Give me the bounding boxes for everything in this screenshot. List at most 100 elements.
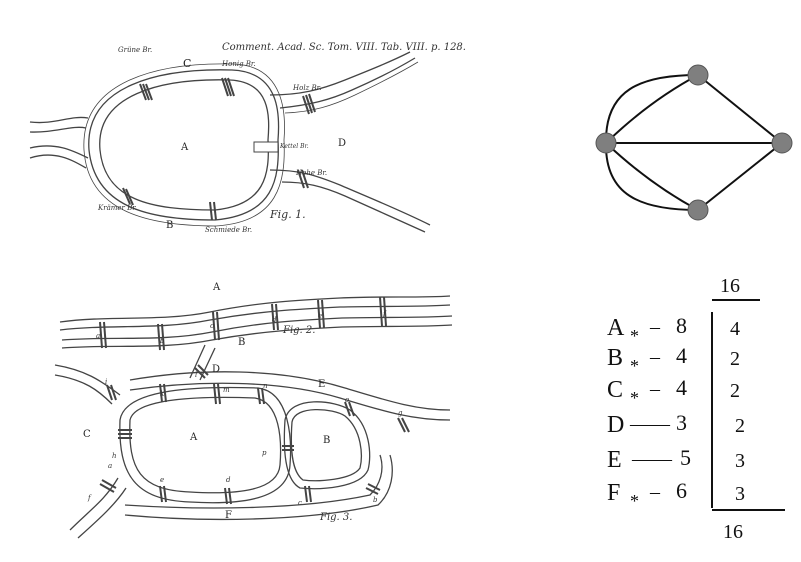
graph-node-top [687,64,709,86]
graph-node-bottom [687,199,709,221]
fig1-bridge-label-6: Kettel Br. [279,143,309,150]
fig1-bridge-label-2: Honig Br. [221,60,256,68]
fig1-bridge-label-5: Schmiede Br. [205,226,252,234]
fig2-region-a: A [212,282,221,293]
row-half: 2 [730,380,740,402]
fig3-bridge-o: o [345,396,349,404]
graph-edge-2 [605,74,699,144]
graph-edge-5 [604,142,699,211]
table-row: B * – 4 2 [607,343,740,376]
fig1-caption: Comment. Acad. Sc. Tom. VIII. Tab. VIII.… [222,42,466,53]
row-half: 2 [735,415,745,437]
fig2-bridge-b: b [160,337,165,345]
row-count: 8 [676,313,687,338]
row-half: 2 [730,348,740,370]
fig1-bridge-label-4: Krämer Br. [97,204,137,212]
graph-node-left [595,132,617,154]
graph-node-right [771,132,793,154]
graph-diagram [604,74,783,211]
fig3-bridge-e: e [160,476,164,484]
table-row: A * – 8 4 [607,313,740,346]
row-dash: —— [631,448,673,470]
fig3-bridge-g: g [398,409,403,417]
fig1-region-c: C [183,57,191,70]
fig3-region-b-top: B [238,337,245,348]
fig2-bridge-c: c [210,322,214,330]
row-count: 3 [676,410,687,435]
row-marker: * [630,326,639,346]
fig3-label: Fig. 3. [319,512,352,523]
row-region: B [607,345,623,371]
fig1-region-b: B [166,220,173,231]
row-count: 4 [676,343,687,368]
table-total-header: 16 [720,275,740,297]
fig3-bridge-p: p [262,449,267,457]
table-row: F * – 6 3 [607,478,745,511]
fig3-bridge-k: k [160,390,164,398]
fig3-bridge-f: f [87,494,92,502]
graph-edge-4 [605,142,699,211]
fig1-label: Fig. 1. [269,208,306,221]
fig3-bridge-h: h [112,452,117,460]
row-dash: – [649,378,661,400]
fig3-bridge-l: l [195,371,197,379]
row-count: 6 [676,478,687,503]
row-region: A [607,315,625,341]
fig1-bridge-label-1: Grüne Br. [118,46,152,54]
figure-3 [54,344,451,539]
fig3-region-a: A [189,432,198,443]
fig1-bridge-label-3: Holz Br. [292,84,321,92]
row-dash: —— [629,413,671,435]
fig3-region-d: D [212,364,220,375]
figure-1 [29,51,431,233]
row-region: F [607,480,620,506]
fig3-bridge-m: m [223,386,230,394]
fig2-label: Fig. 2. [282,325,315,336]
graph-edge-1 [604,74,699,144]
row-region: D [607,412,624,438]
row-marker: * [630,388,639,408]
row-dash: – [649,481,661,503]
fig1-bridge-label-7: Hohe Br. [295,169,327,177]
fig2-bridge-d: d [272,316,277,324]
fig2-bridge-letters: a b c d e f [96,310,387,345]
graph-nodes [595,64,793,221]
fig3-bridge-letters: a b c d e f g h i k l m n o p [87,371,403,507]
row-dash: – [649,316,661,338]
fig3-bridge-d: d [226,476,231,484]
fig2-bridge-a: a [96,332,100,340]
fig3-region-c: C [83,429,91,440]
row-region: E [607,447,622,473]
table-row: D —— 3 2 [607,410,745,438]
figure-2 [59,295,453,351]
fig3-region-b: B [323,435,330,446]
fig3-bridge-c: c [298,499,302,507]
fig2-bridge-f: f [382,310,387,318]
fig1-region-a: A [180,142,189,153]
fig3-bridge-i: i [105,378,107,386]
fig3-bridge-b: b [373,496,378,504]
fig3-region-f: F [225,510,232,521]
fig2-bridge-e: e [318,312,322,320]
table-row: E —— 5 3 [607,445,745,473]
graph-edge-7 [697,142,783,211]
fig1-region-d: D [338,138,346,149]
row-half: 4 [730,318,740,340]
row-region: C [607,377,623,403]
fig3-bridge-n: n [263,382,268,390]
graph-edge-6 [697,74,783,144]
row-dash: – [649,346,661,368]
fig3-region-e: E [318,379,325,390]
table-total-footer: 16 [723,521,743,543]
row-half: 3 [735,483,745,505]
table-row: C * – 4 2 [607,375,740,408]
row-half: 3 [735,450,745,472]
degree-table: 16 16 A * – 8 4 B * – 4 2 C * – 4 2 D [607,275,785,543]
fig3-bridge-a: a [108,462,112,470]
row-count: 5 [680,445,691,470]
row-count: 4 [676,375,687,400]
row-marker: * [630,491,639,511]
row-marker: * [630,356,639,376]
